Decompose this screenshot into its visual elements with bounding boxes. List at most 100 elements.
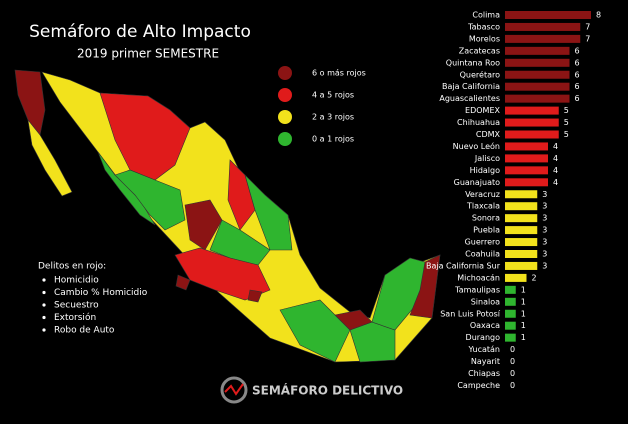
value-label: 7 — [585, 34, 590, 43]
category-label: Durango — [466, 333, 501, 342]
bar — [505, 285, 516, 294]
category-label: Puebla — [473, 226, 500, 235]
value-label: 6 — [575, 46, 580, 55]
category-label: Jalisco — [474, 154, 500, 163]
bar — [505, 250, 538, 258]
bar — [505, 34, 581, 43]
map-center — [174, 247, 271, 301]
map — [14, 69, 441, 363]
map-nl — [227, 159, 256, 231]
category-label: Baja California — [442, 82, 500, 91]
category-label: Sinaloa — [471, 297, 500, 306]
category-label: Yucatán — [468, 345, 500, 354]
category-label: Michoacán — [457, 273, 500, 282]
bar — [505, 202, 538, 211]
category-label: Quintana Roo — [446, 58, 500, 67]
note-item: Robo de Auto — [54, 326, 115, 336]
logo-text: SEMÁFORO DELICTIVO — [252, 383, 403, 398]
map-colima — [175, 274, 191, 291]
category-label: Coahuila — [465, 250, 500, 259]
value-label: 1 — [521, 333, 526, 342]
legend-label: 4 a 5 rojos — [312, 91, 354, 100]
category-label: Colima — [472, 11, 500, 20]
category-label: Nayarit — [471, 357, 500, 366]
bar — [505, 273, 527, 282]
bar — [505, 46, 570, 55]
legend-label: 6 o más rojos — [312, 69, 366, 78]
value-label: 1 — [521, 309, 526, 318]
note-bullet — [42, 303, 46, 307]
notes-title: Delitos en rojo: — [38, 262, 106, 272]
legend-label: 2 a 3 rojos — [312, 113, 354, 122]
value-label: 6 — [575, 82, 580, 91]
map-oaxaca — [279, 299, 351, 363]
value-label: 4 — [553, 142, 558, 151]
bar — [505, 82, 570, 91]
category-label: Zacatecas — [459, 46, 500, 55]
category-label: Baja California Sur — [426, 261, 501, 270]
note-bullet — [42, 278, 46, 282]
category-label: Morelos — [469, 34, 500, 43]
note-item: Homicidio — [54, 276, 99, 286]
category-label: Chiapas — [468, 369, 500, 378]
value-label: 1 — [521, 321, 526, 330]
category-label: Oaxaca — [470, 321, 500, 330]
value-label: 4 — [553, 154, 558, 163]
value-label: 1 — [521, 285, 526, 294]
category-label: Campeche — [457, 381, 500, 390]
logo-icon — [220, 376, 248, 404]
value-label: 3 — [542, 226, 547, 235]
legend-swatch — [278, 110, 292, 124]
category-label: Querétaro — [460, 69, 500, 79]
value-label: 5 — [564, 130, 569, 139]
value-label: 3 — [542, 190, 547, 199]
logo: SEMÁFORO DELICTIVO — [220, 376, 403, 404]
bar — [505, 297, 516, 306]
value-label: 7 — [585, 22, 590, 31]
value-label: 0 — [510, 345, 515, 354]
bar — [505, 226, 538, 235]
bar — [505, 321, 516, 330]
bar — [505, 70, 570, 79]
value-label: 4 — [553, 178, 558, 187]
category-label: Tlaxcala — [466, 202, 500, 211]
value-label: 3 — [542, 214, 547, 223]
value-label: 3 — [542, 238, 547, 247]
value-label: 3 — [542, 202, 547, 211]
logo-icon-line — [224, 383, 244, 396]
category-label: Hidalgo — [470, 166, 501, 175]
bar — [505, 106, 559, 115]
legend-swatch — [278, 132, 292, 146]
category-label: CDMX — [476, 130, 501, 139]
chart-subtitle: 2019 primer SEMESTRE — [77, 47, 219, 61]
bar — [505, 261, 538, 270]
bar — [505, 94, 570, 103]
bar — [505, 309, 516, 318]
map-morelos — [247, 289, 263, 303]
value-label: 8 — [596, 11, 601, 20]
category-label: Nuevo León — [453, 141, 500, 151]
category-label: Chihuahua — [457, 118, 500, 127]
value-label: 0 — [510, 357, 515, 366]
value-label: 0 — [510, 381, 515, 390]
value-label: 2 — [532, 273, 537, 282]
category-label: Tabasco — [467, 22, 500, 31]
bar — [505, 118, 559, 127]
bar — [505, 58, 570, 67]
note-bullet — [42, 328, 46, 332]
chart-title: Semáforo de Alto Impacto — [29, 22, 251, 42]
value-label: 3 — [542, 250, 547, 259]
note-item: Cambio % Homicidio — [54, 288, 148, 298]
map-bcs — [27, 118, 73, 197]
map-chihuahua — [99, 92, 191, 181]
value-label: 3 — [542, 261, 547, 270]
note-bullet — [42, 290, 46, 295]
bar — [505, 238, 538, 247]
note-bullet — [42, 315, 46, 320]
map-qroo — [409, 254, 441, 319]
legend-swatch — [278, 66, 292, 80]
category-label: Tamaulipas — [454, 285, 500, 294]
value-label: 5 — [564, 106, 569, 115]
note-item: Extorsión — [54, 312, 96, 323]
